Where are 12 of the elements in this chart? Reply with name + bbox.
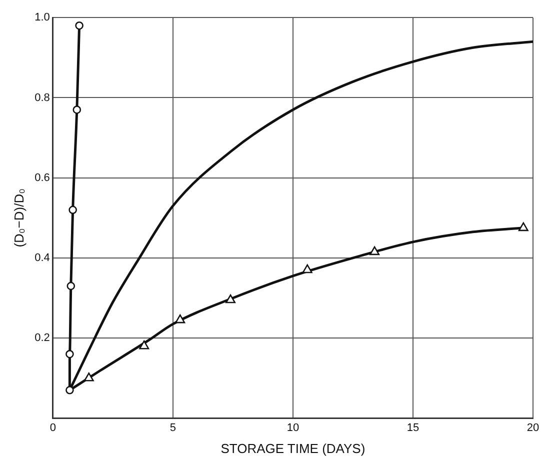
y-axis-title: (D₀−D)/D₀ — [11, 188, 26, 248]
x-axis-title: STORAGE TIME (DAYS) — [220, 440, 366, 456]
y-tick-label: 1.0 — [34, 12, 50, 24]
y-tick-label: 0.6 — [34, 172, 50, 184]
x-tick-label: 10 — [286, 422, 300, 434]
y-tick-label: 0.4 — [34, 252, 50, 264]
y-tick-label: 0.2 — [34, 332, 50, 344]
x-tick-label: 5 — [170, 422, 176, 434]
x-tick-label: 20 — [526, 422, 540, 434]
y-tick-label: 0.8 — [34, 92, 50, 104]
x-tick-label: 15 — [406, 422, 420, 434]
x-tick-label: 0 — [50, 422, 56, 434]
